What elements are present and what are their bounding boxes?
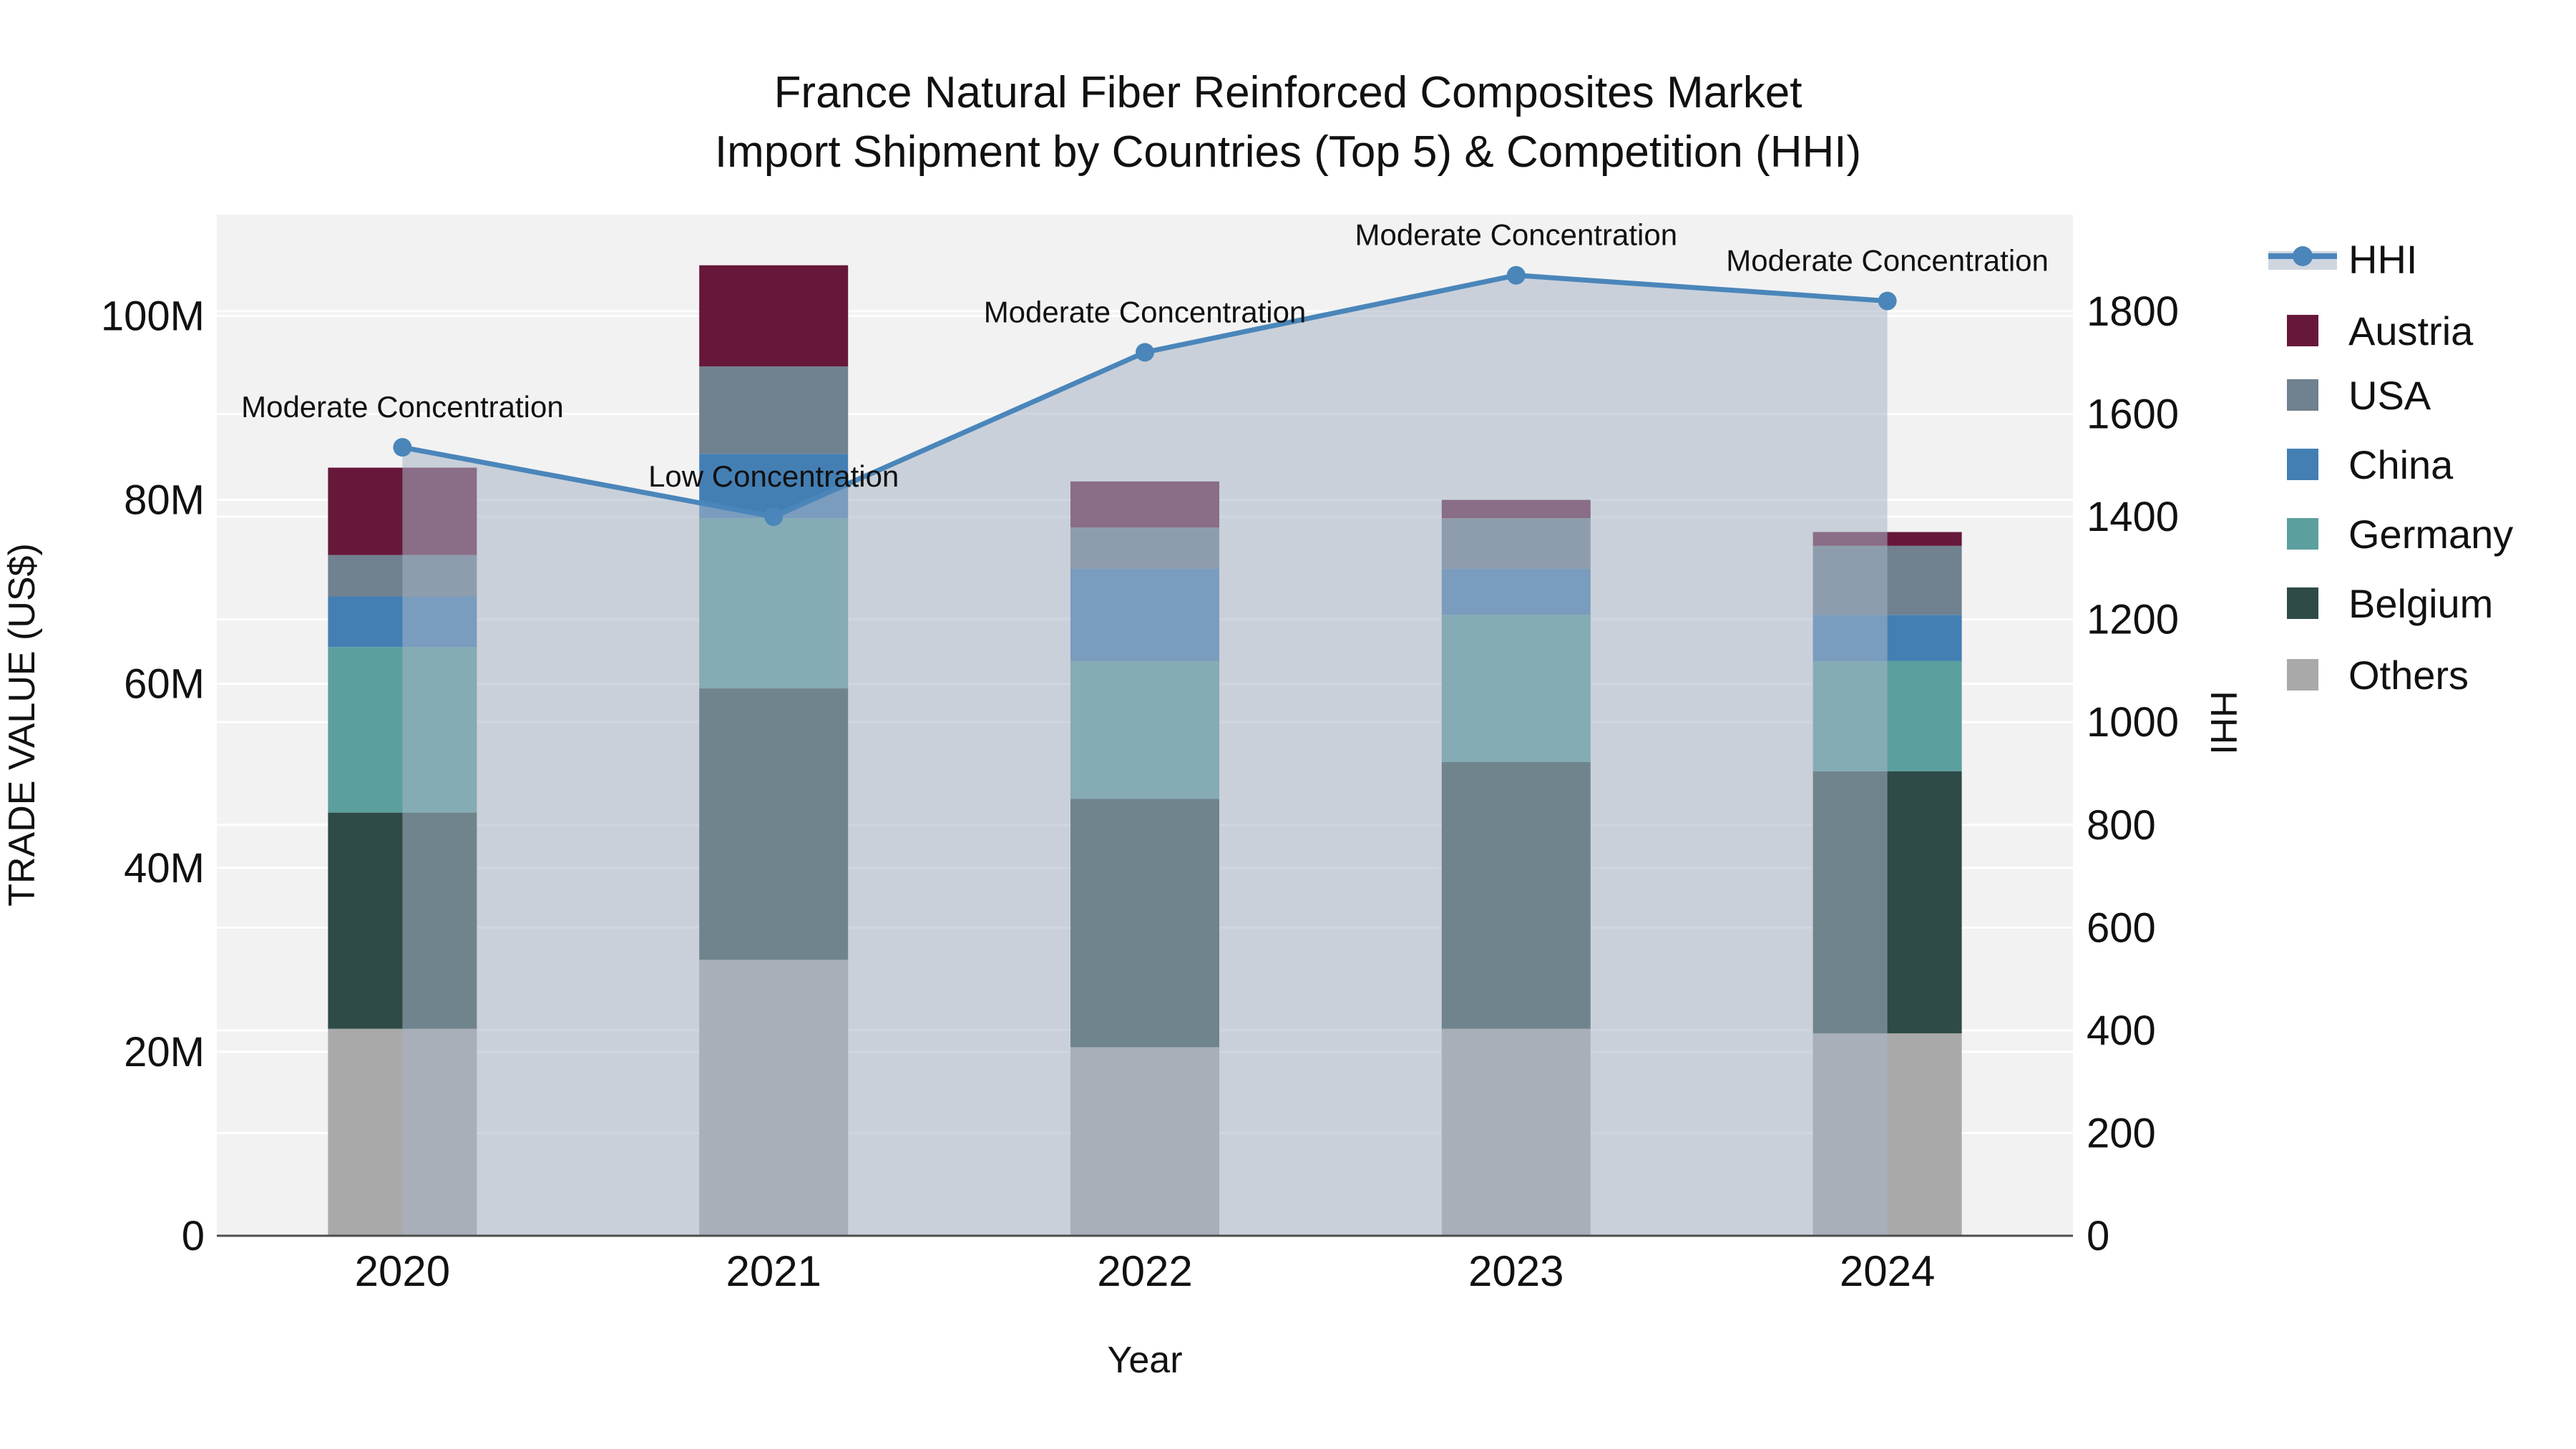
x-tick-2021: 2021 [726, 1247, 821, 1295]
y-right-tick: 0 [2087, 1213, 2109, 1259]
annotation-2024: Moderate Concentration [1726, 244, 2049, 278]
legend-label-germany: Germany [2348, 512, 2513, 557]
legend-label-belgium: Belgium [2348, 581, 2493, 626]
x-tick-2024: 2024 [1840, 1247, 1935, 1295]
hhi-area-fill [402, 275, 1888, 1236]
y-left-tick: 40M [124, 845, 205, 892]
legend-hhi-marker-icon [2293, 246, 2313, 266]
y-right-tick: 200 [2087, 1110, 2156, 1156]
y-right-tick: 1600 [2087, 391, 2179, 438]
y-left-tick: 80M [124, 477, 205, 524]
hhi-marker-2024[interactable] [1878, 291, 1897, 311]
legend-item-usa[interactable]: USA [2287, 373, 2431, 418]
legend-item-belgium[interactable]: Belgium [2287, 581, 2493, 626]
y-left-tick: 0 [182, 1213, 205, 1259]
x-axis-title: Year [1107, 1340, 1182, 1381]
y-right-tick: 1800 [2087, 288, 2179, 335]
annotation-2020: Moderate Concentration [241, 390, 564, 424]
x-tick-2020: 2020 [355, 1247, 450, 1295]
legend-swatch-usa [2287, 379, 2318, 411]
y-left-tick: 100M [101, 293, 205, 339]
legend-swatch-china [2287, 449, 2318, 480]
y-left-tick: 60M [124, 661, 205, 708]
legend-swatch-germany [2287, 518, 2318, 550]
legend-swatch-austria [2287, 315, 2318, 346]
legend-item-others[interactable]: Others [2287, 653, 2469, 698]
legend-label-others: Others [2348, 653, 2469, 698]
y2-axis-title: HHI [2202, 691, 2244, 755]
legend-swatch-others [2287, 659, 2318, 691]
x-tick-2023: 2023 [1468, 1247, 1563, 1295]
y-right-tick: 400 [2087, 1008, 2156, 1054]
hhi-marker-2020[interactable] [393, 438, 412, 457]
y-right-tick: 1200 [2087, 597, 2179, 643]
y-axis-title: TRADE VALUE (US$) [1, 543, 43, 907]
annotation-2023: Moderate Concentration [1355, 218, 1677, 252]
y-left-tick: 20M [124, 1029, 205, 1075]
legend: HHI Austria USA China Germany Belgium Others [2268, 237, 2513, 698]
y-right-tick: 1000 [2087, 699, 2179, 746]
tick-labels: 0 20M 40M 60M 80M 100M 0 200 400 600 800 1000 1200 14… [101, 288, 2179, 1295]
legend-item-china[interactable]: China [2287, 442, 2454, 487]
hhi-line [393, 265, 1897, 527]
annotations: Moderate Concentration Low Concentration M… [241, 218, 2049, 493]
bar-segment-austria-2021[interactable] [699, 265, 849, 367]
bar-segment-usa-2021[interactable] [699, 366, 849, 454]
legend-item-germany[interactable]: Germany [2287, 512, 2513, 557]
chart-title-line1: France Natural Fiber Reinforced Composit… [774, 68, 1802, 117]
y-right-tick: 800 [2087, 802, 2156, 849]
legend-item-hhi[interactable]: HHI [2268, 237, 2417, 282]
legend-label-austria: Austria [2348, 308, 2474, 353]
x-tick-2022: 2022 [1097, 1247, 1192, 1295]
legend-label-china: China [2348, 442, 2454, 487]
chart-title-line2: Import Shipment by Countries (Top 5) & C… [715, 127, 1861, 177]
annotation-2021: Low Concentration [648, 459, 899, 493]
y-right-tick: 600 [2087, 904, 2156, 951]
y-right-tick: 1400 [2087, 494, 2179, 540]
legend-label-usa: USA [2348, 373, 2431, 418]
legend-item-austria[interactable]: Austria [2287, 308, 2474, 353]
hhi-fill-polygon [402, 275, 1888, 1236]
hhi-marker-2022[interactable] [1136, 343, 1154, 362]
legend-swatch-belgium [2287, 587, 2318, 619]
annotation-2022: Moderate Concentration [984, 295, 1307, 328]
hhi-marker-2023[interactable] [1506, 265, 1526, 285]
hhi-marker-2021[interactable] [764, 507, 784, 527]
legend-label-hhi: HHI [2348, 237, 2417, 282]
